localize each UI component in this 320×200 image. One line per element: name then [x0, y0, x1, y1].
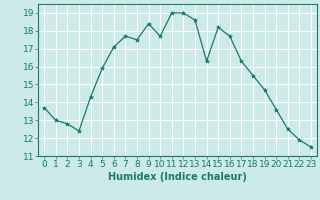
X-axis label: Humidex (Indice chaleur): Humidex (Indice chaleur): [108, 172, 247, 182]
